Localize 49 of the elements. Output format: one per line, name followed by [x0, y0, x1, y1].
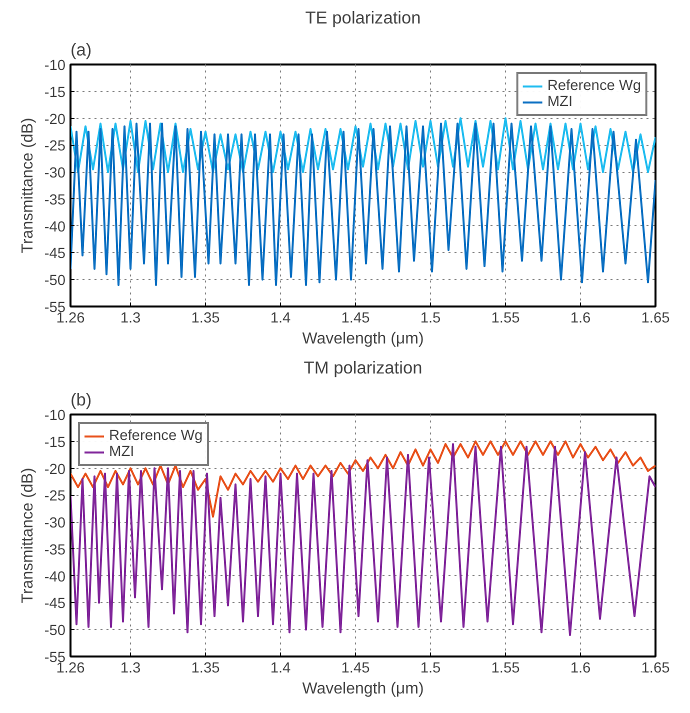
x-tick-label: 1.3 [120, 310, 141, 326]
y-tick-label: -25 [44, 488, 66, 505]
line-series [70, 122, 656, 286]
y-tick-label: -45 [44, 596, 66, 612]
legend-label: MZI [547, 94, 573, 110]
x-tick-label: 1.4 [270, 310, 291, 326]
y-tick-label: -50 [44, 273, 66, 290]
x-tick-label: 1.65 [641, 660, 670, 676]
line-series [70, 443, 656, 636]
y-axis-title: Transmittance (dB) [19, 468, 36, 604]
y-tick-label: -35 [44, 542, 66, 558]
y-tick-label: -30 [44, 166, 66, 182]
legend-label: Reference Wg [109, 428, 203, 444]
y-tick-label: -10 [44, 58, 66, 74]
y-tick-label: -40 [44, 569, 66, 586]
x-tick-label: 1.6 [570, 660, 591, 676]
x-axis-title: Wavelength (μm) [302, 330, 424, 348]
line-series [70, 117, 656, 174]
y-tick-label: -15 [44, 84, 66, 101]
y-tick-label: -50 [44, 623, 66, 640]
x-tick-label: 1.45 [341, 310, 370, 326]
y-tick-label: -20 [44, 462, 66, 478]
legend-label: Reference Wg [547, 78, 641, 94]
x-tick-label: 1.6 [570, 310, 591, 326]
y-tick-label: -40 [44, 219, 66, 236]
x-tick-label: 1.55 [491, 660, 520, 676]
text: (a) [70, 40, 92, 60]
x-tick-label: 1.45 [341, 660, 370, 676]
x-tick-label: 1.35 [191, 660, 220, 676]
chart-title: TE polarization [305, 8, 421, 28]
legend-label: MZI [109, 444, 134, 460]
y-tick-label: -45 [44, 246, 66, 262]
x-axis-title: Wavelength (μm) [302, 680, 424, 698]
y-tick-label: -25 [44, 138, 66, 155]
y-tick-label: -10 [44, 408, 66, 424]
x-tick-label: 1.5 [420, 660, 441, 676]
y-tick-label: -30 [44, 516, 66, 532]
x-tick-label: 1.3 [120, 660, 141, 676]
y-tick-label: -15 [44, 434, 66, 451]
x-tick-label: 1.4 [270, 660, 291, 676]
x-tick-label: 1.5 [420, 310, 441, 326]
y-axis-title: Transmittance (dB) [19, 118, 36, 254]
x-tick-label: 1.65 [641, 310, 670, 326]
x-tick-label: 1.35 [191, 310, 220, 326]
x-tick-label: 1.55 [491, 310, 520, 326]
chart-title: TM polarization [304, 358, 422, 378]
text: (b) [70, 390, 92, 410]
y-tick-label: -35 [44, 192, 66, 208]
y-tick-label: -20 [44, 112, 66, 128]
